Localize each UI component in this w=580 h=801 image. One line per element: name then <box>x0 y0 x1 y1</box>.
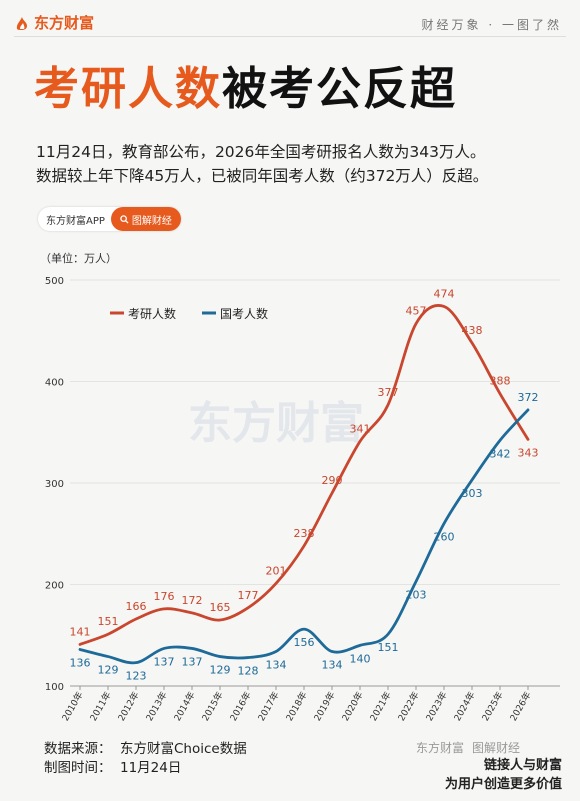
data-label: 303 <box>462 487 483 500</box>
x-tick-label: 2010年 <box>59 690 85 724</box>
data-label: 201 <box>266 564 287 577</box>
unit-label: （单位：万人） <box>40 251 117 265</box>
app-badge[interactable]: 东方财富APP 图解财经 <box>38 207 181 231</box>
data-label: 165 <box>210 601 231 614</box>
x-tick-label: 2014年 <box>171 690 197 724</box>
data-label: 177 <box>238 589 259 602</box>
legend-label: 国考人数 <box>220 306 268 321</box>
data-label: 129 <box>210 664 231 677</box>
source-label: 数据来源： <box>44 741 112 757</box>
footer-info: 数据来源： 东方财富Choice数据 制图时间： 11月24日 <box>44 740 247 778</box>
data-label: 474 <box>434 287 455 300</box>
data-label: 166 <box>126 600 147 613</box>
data-label: 238 <box>294 527 315 540</box>
data-label: 388 <box>490 375 511 388</box>
source-value: 东方财富Choice数据 <box>120 741 247 757</box>
y-tick-label: 200 <box>45 581 64 592</box>
headline: 考研人数被考公反超 <box>34 52 457 117</box>
x-tick-label: 2021年 <box>367 690 393 724</box>
data-label: 134 <box>322 658 343 671</box>
data-label: 129 <box>98 664 119 677</box>
footer-brand-tag: 图解财经 <box>472 741 521 755</box>
chart-watermark: 东方财富 <box>188 398 364 449</box>
header-divider <box>14 36 566 37</box>
data-label: 151 <box>98 615 119 628</box>
app-button[interactable]: 图解财经 <box>110 207 181 231</box>
x-tick-label: 2012年 <box>115 690 141 724</box>
brand-logo: 东方财富 <box>14 12 94 33</box>
x-tick-label: 2020年 <box>339 690 365 724</box>
data-label: 341 <box>350 422 371 435</box>
data-label: 372 <box>518 391 539 404</box>
series-line-1 <box>78 304 530 646</box>
x-tick-label: 2023年 <box>423 690 449 724</box>
data-label: 377 <box>378 386 399 399</box>
x-tick-label: 2015年 <box>199 690 225 724</box>
date-value: 11月24日 <box>120 760 182 776</box>
x-tick-label: 2011年 <box>87 690 113 724</box>
data-label: 260 <box>434 531 455 544</box>
data-label: 141 <box>70 625 91 638</box>
headline-part1: 考研人数 <box>34 62 223 115</box>
data-label: 128 <box>238 665 259 678</box>
brand-flame-icon <box>16 16 27 30</box>
data-label: 137 <box>182 655 203 668</box>
brand-slogan: 财经万象 · 一图了然 <box>421 18 562 32</box>
footer-slogan-line1: 链接人与财富 <box>483 758 562 773</box>
x-tick-label: 2016年 <box>227 690 253 724</box>
search-icon <box>120 214 129 224</box>
x-tick-label: 2018年 <box>283 690 309 724</box>
y-tick-label: 300 <box>45 479 64 490</box>
data-label: 151 <box>378 641 399 654</box>
data-label: 290 <box>322 474 343 487</box>
headline-part2: 被考公反超 <box>222 62 458 115</box>
data-label: 156 <box>294 636 315 649</box>
x-tick-label: 2025年 <box>479 690 505 724</box>
data-label: 136 <box>70 656 91 669</box>
footer-slogan-line2: 为用户创造更多价值 <box>444 777 562 792</box>
data-label: 438 <box>462 324 483 337</box>
y-tick-label: 100 <box>45 682 64 693</box>
data-label: 457 <box>406 305 427 318</box>
legend-label: 考研人数 <box>128 306 176 321</box>
data-label: 342 <box>490 447 511 460</box>
app-button-label: 图解财经 <box>131 215 172 227</box>
x-tick-label: 2013年 <box>143 690 169 724</box>
data-label: 123 <box>126 670 147 683</box>
data-label: 134 <box>266 658 287 671</box>
footer-brand: 东方财富 图解财经 <box>416 739 520 756</box>
data-label: 203 <box>406 588 427 601</box>
x-tick-label: 2026年 <box>507 690 533 724</box>
data-label: 172 <box>182 594 203 607</box>
data-label: 176 <box>154 590 175 603</box>
data-label: 137 <box>154 655 175 668</box>
data-label: 343 <box>518 446 539 459</box>
footer-slogan: 链接人与财富 为用户创造更多价值 <box>0 756 562 794</box>
x-tick-label: 2022年 <box>395 690 421 724</box>
app-name: 东方财富APP <box>46 215 105 227</box>
date-label: 制图时间： <box>44 760 112 776</box>
x-tick-label: 2017年 <box>255 690 281 724</box>
series-line-2 <box>78 408 530 665</box>
x-tick-label: 2024年 <box>451 690 477 724</box>
data-label: 140 <box>350 652 371 665</box>
y-tick-label: 400 <box>45 378 64 389</box>
y-tick-label: 500 <box>45 276 64 287</box>
footer-brand-text: 东方财富 <box>416 741 465 755</box>
x-tick-label: 2019年 <box>311 690 337 724</box>
brand-name: 东方财富 <box>34 14 95 32</box>
description: 11月24日，教育部公布，2026年全国考研报名人数为343万人。 数据较上年下… <box>36 143 489 185</box>
